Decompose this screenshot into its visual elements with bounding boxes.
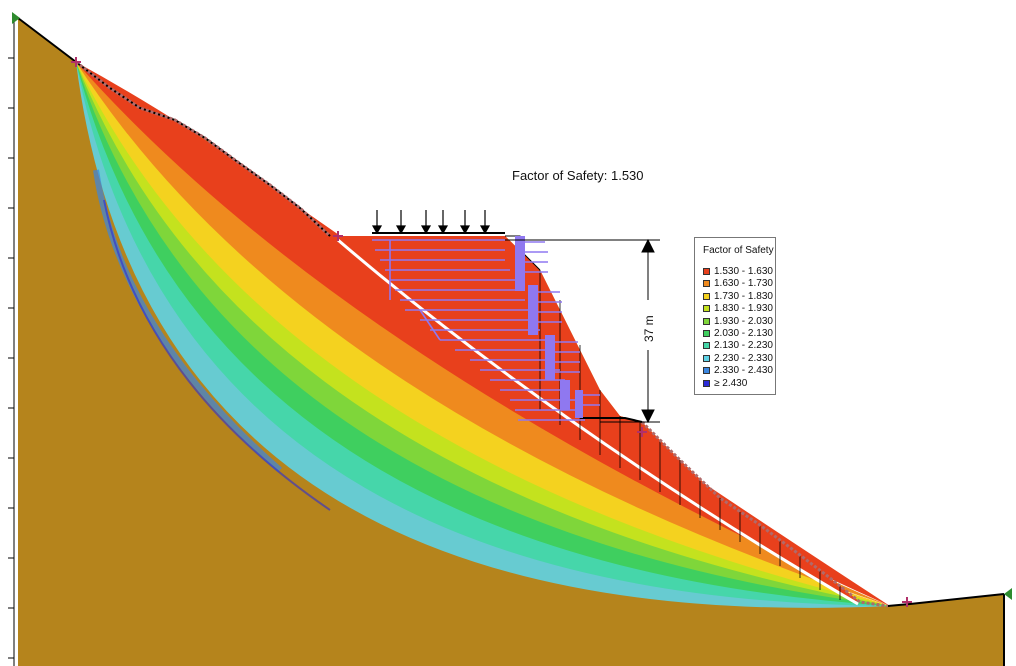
legend-swatch — [703, 342, 710, 350]
legend-swatch — [703, 354, 710, 362]
legend-label: 2.230 - 2.330 — [714, 352, 773, 364]
legend-title: Factor of Safety — [703, 245, 774, 256]
legend-swatch — [703, 305, 710, 313]
lower-slope-profile — [640, 420, 889, 608]
factor-of-safety-title: Factor of Safety: 1.530 — [512, 168, 644, 183]
legend-swatch — [703, 330, 710, 337]
legend-label: 1.530 - 1.630 — [714, 266, 773, 277]
legend-item: 2.230 - 2.330 — [703, 353, 773, 364]
legend-item: 2.330 - 2.430 — [703, 365, 773, 376]
legend-swatch — [703, 292, 710, 300]
legend-swatch — [703, 317, 710, 325]
lower-bench-line — [580, 417, 643, 423]
legend-label: 2.030 - 2.130 — [714, 328, 773, 339]
dimension-label: 37 m — [642, 315, 656, 342]
legend-item: 2.030 - 2.130 — [703, 328, 773, 339]
factor-of-safety-legend: Factor of Safety 1.530 - 1.630 1.630 - 1.… — [694, 237, 776, 395]
left-axis-ticks — [8, 57, 14, 659]
legend-item: 1.530 - 1.630 — [703, 266, 773, 277]
critical-slip-surface — [337, 238, 859, 606]
legend-swatch — [703, 268, 710, 275]
legend-item: 1.830 - 1.930 — [703, 303, 773, 314]
legend-label: 1.730 - 1.830 — [714, 290, 773, 302]
dimension-line-37m — [505, 238, 660, 424]
legend-label: 1.930 - 2.030 — [714, 315, 773, 327]
surface-endpoint-markers — [71, 57, 912, 607]
reinforcement-plates — [525, 241, 600, 406]
legend-label: 2.330 - 2.430 — [714, 365, 773, 377]
legend-item: 1.630 - 1.730 — [703, 278, 773, 289]
legend-item: 2.130 - 2.230 — [703, 340, 773, 351]
left-boundary-flag-icon — [12, 12, 20, 24]
legend-swatch — [703, 379, 710, 387]
reinforcement-grid — [372, 239, 585, 421]
reinforcement-heads — [515, 236, 583, 418]
toe-profile-line — [887, 593, 1005, 607]
legend-label: 1.830 - 1.930 — [714, 303, 773, 315]
legend-item: 1.930 - 2.030 — [703, 316, 773, 327]
legend-label: 1.630 - 1.730 — [714, 278, 773, 290]
legend-swatch — [703, 280, 710, 288]
legend-swatch — [703, 367, 710, 375]
legend-label: 2.130 - 2.230 — [714, 340, 773, 352]
legend-item: 1.730 - 1.830 — [703, 291, 773, 302]
right-boundary-flag-icon — [1004, 588, 1012, 600]
legend-label: ≥ 2.430 — [714, 377, 748, 389]
distributed-load-arrows — [371, 210, 491, 235]
legend-item: ≥ 2.430 — [703, 378, 747, 389]
slope-profile-dotted — [75, 60, 332, 238]
